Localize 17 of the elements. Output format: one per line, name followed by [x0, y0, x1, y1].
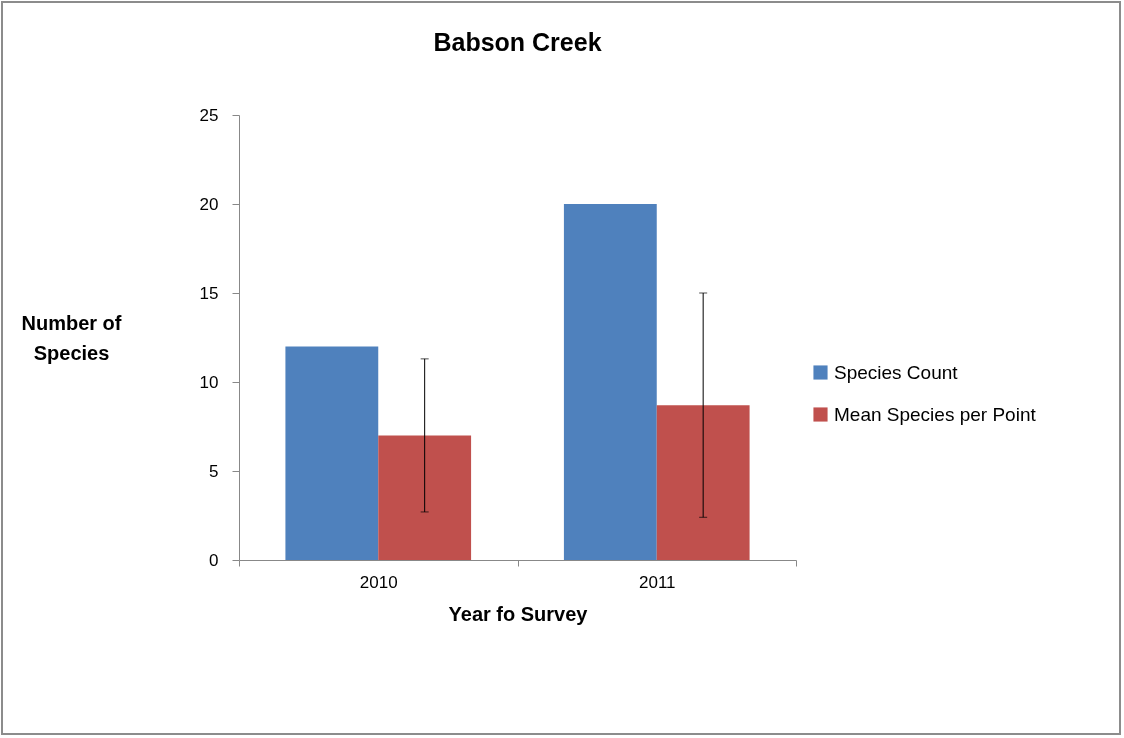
- bar: [285, 346, 379, 560]
- bar: [378, 435, 472, 560]
- bar: [656, 405, 750, 560]
- y-tick-label: 25: [199, 105, 219, 125]
- y-tick-label: 20: [199, 194, 219, 214]
- y-tick-label: 10: [199, 372, 219, 392]
- y-axis-title: Number of Species: [21, 311, 122, 364]
- y-tick-label: 0: [209, 550, 219, 570]
- legend-label: Mean Species per Point: [834, 403, 1037, 425]
- bar: [563, 204, 657, 560]
- chart-title: Babson Creek: [433, 28, 602, 56]
- x-axis-title: Year fo Survey: [448, 602, 589, 625]
- x-tick-label: 2011: [638, 572, 676, 592]
- x-tick-label: 2010: [359, 572, 398, 592]
- y-tick-label: 15: [199, 283, 219, 303]
- y-tick-label: 5: [209, 461, 219, 481]
- legend-label: Species Count: [834, 361, 959, 383]
